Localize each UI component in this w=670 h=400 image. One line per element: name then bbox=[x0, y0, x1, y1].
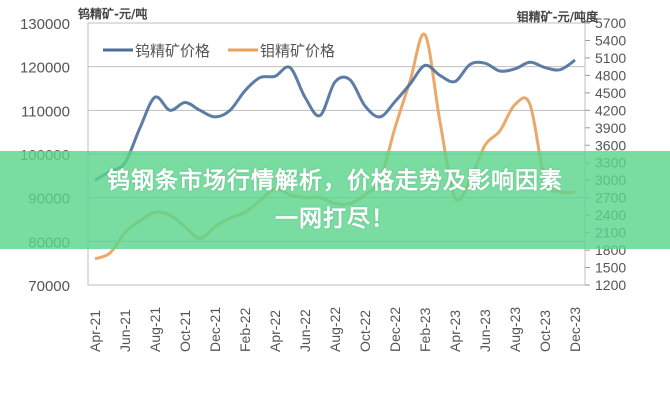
x-tick-label: Apr-23 bbox=[447, 310, 463, 352]
right-tick-label: 5100 bbox=[595, 50, 626, 66]
x-tick-label: Oct-23 bbox=[537, 310, 553, 352]
left-tick-label: 110000 bbox=[21, 103, 70, 120]
x-tick-label: Feb-22 bbox=[237, 307, 253, 352]
right-tick-label: 4200 bbox=[595, 102, 626, 118]
x-tick-label: Aug-23 bbox=[507, 307, 523, 352]
x-tick-label: Oct-21 bbox=[177, 310, 193, 352]
x-tick-label: Dec-21 bbox=[207, 307, 223, 352]
x-tick-label: Aug-22 bbox=[327, 307, 343, 352]
x-tick-label: Oct-22 bbox=[357, 310, 373, 352]
banner-title-line2: 一网打尽！ bbox=[275, 206, 395, 232]
x-tick-label: Jun-22 bbox=[297, 309, 313, 352]
left-axis-title: 钨精矿-元/吨 bbox=[78, 6, 147, 21]
x-tick-label: Apr-22 bbox=[267, 310, 283, 352]
right-axis-title: 钼精矿-元/吨度 bbox=[517, 9, 599, 24]
x-tick-label: Apr-21 bbox=[87, 310, 103, 352]
right-tick-label: 1500 bbox=[595, 260, 626, 276]
right-tick-label: 5700 bbox=[595, 15, 626, 31]
banner-title-line1: 钨钢条市场行情解析，价格走势及影响因素 bbox=[107, 168, 563, 194]
x-tick-label: Aug-21 bbox=[147, 307, 163, 352]
right-tick-label: 3600 bbox=[595, 137, 626, 153]
title-banner: 钨钢条市场行情解析，价格走势及影响因素 一网打尽！ bbox=[0, 151, 670, 249]
x-tick-label: Feb-23 bbox=[417, 307, 433, 352]
legend-label: 钼精矿价格 bbox=[260, 42, 335, 60]
x-tick-label: Jun-23 bbox=[477, 309, 493, 352]
left-tick-label: 120000 bbox=[20, 60, 70, 77]
right-tick-label: 5400 bbox=[595, 32, 626, 48]
right-tick-label: 3900 bbox=[595, 120, 626, 136]
x-tick-label: Jun-21 bbox=[117, 309, 133, 352]
right-tick-label: 4500 bbox=[595, 85, 626, 101]
legend-label: 钨精矿价格 bbox=[135, 42, 210, 60]
right-tick-label: 4800 bbox=[595, 67, 626, 83]
x-tick-label: Dec-23 bbox=[567, 307, 583, 352]
left-tick-label: 130000 bbox=[20, 16, 70, 33]
right-tick-label: 1200 bbox=[595, 277, 626, 293]
left-tick-label: 70000 bbox=[28, 278, 70, 295]
x-tick-label: Dec-22 bbox=[387, 307, 403, 352]
